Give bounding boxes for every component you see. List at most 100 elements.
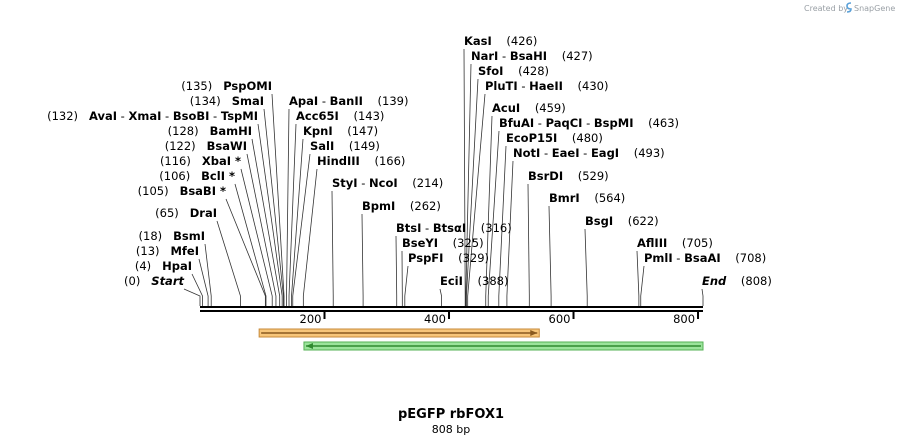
cut-line-start (183, 288, 201, 306)
site-position: (143) (353, 109, 384, 123)
enzyme-separator: - (579, 146, 590, 160)
enzyme-name: PluTI (485, 79, 518, 93)
enzyme-name: PspFI (408, 251, 443, 265)
enzyme-separator: - (540, 146, 551, 160)
cut-line-bpmi (361, 213, 364, 306)
site-position: (65) (155, 206, 179, 220)
site-label-bmri: BmrI (564) (549, 191, 625, 205)
enzyme-name: ApaI (289, 94, 318, 108)
site-position: (0) (124, 274, 140, 288)
cut-line-bsmi (204, 243, 212, 306)
site-position: (316) (481, 221, 512, 235)
site-position: (428) (518, 64, 549, 78)
enzyme-name: EcoP15I (506, 131, 557, 145)
site-position: (122) (165, 139, 196, 153)
site-label-end: End (808) (702, 274, 772, 288)
spacer (169, 184, 180, 198)
enzyme-name: BmrI (549, 191, 580, 205)
cut-line-bfuai (487, 130, 500, 306)
cut-line-avai (257, 123, 283, 306)
cut-line-drai (216, 220, 241, 306)
enzyme-name: SmaI (232, 94, 264, 108)
cut-line-ecop15i (498, 145, 507, 306)
enzyme-name: TspMI (221, 109, 258, 123)
spacer (580, 191, 595, 205)
enzyme-separator: - (318, 94, 329, 108)
spacer (179, 206, 190, 220)
spacer (160, 244, 171, 258)
enzyme-name: SalI (310, 139, 334, 153)
plasmid-size: 808 bp (432, 423, 470, 436)
credit-brand: SnapGene (854, 4, 895, 13)
enzyme-name: KasI (464, 34, 492, 48)
site-position: (139) (378, 94, 409, 108)
site-label-bsgi: BsgI (622) (585, 214, 659, 228)
axis-tick-mark (323, 312, 326, 319)
site-label-bpmi: BpmI (262) (362, 199, 441, 213)
enzyme-name: BsaBI * (180, 184, 226, 198)
enzyme-separator: - (534, 116, 545, 130)
site-label-styi: StyI - NcoI (214) (332, 176, 443, 190)
site-label-avai: (132) AvaI - XmaI - BsoBI - TspMI (47, 109, 258, 123)
enzyme-name: HindIII (317, 154, 360, 168)
cut-line-afliii (636, 250, 640, 306)
enzyme-name: BtsαI (433, 221, 466, 235)
backbone-top-strand (200, 306, 703, 308)
site-label-bsmi: (18) BsmI (139, 229, 205, 243)
enzyme-name: Acc65I (296, 109, 339, 123)
orange-feature-arrow (258, 328, 540, 338)
site-position: (459) (535, 101, 566, 115)
cut-line-pspfi (404, 265, 409, 306)
site-position: (430) (578, 79, 609, 93)
enzyme-separator: - (673, 251, 684, 265)
enzyme-name: NarI (471, 49, 498, 63)
spacer (563, 169, 578, 183)
position-axis: 200 400 600 800 (300, 312, 700, 326)
site-label-drai: (65) DraI (155, 206, 217, 220)
spacer (520, 101, 535, 115)
site-label-afliii: AflIII (705) (637, 236, 713, 250)
spacer (547, 49, 562, 63)
cut-line-end (701, 288, 704, 306)
enzyme-name: BsoBI (173, 109, 210, 123)
site-position: (134) (190, 94, 221, 108)
plasmid-name: pEGFP rbFOX1 (398, 407, 504, 422)
enzyme-labels: (0) Start(4) HpaI(13) MfeI(18) BsmI(65) … (47, 34, 772, 288)
spacer (360, 154, 375, 168)
enzyme-separator: - (209, 109, 220, 123)
enzyme-name: Start (151, 274, 184, 288)
axis-tick-mark (572, 312, 575, 319)
site-position: (622) (628, 214, 659, 228)
snapgene-credit: Created by SnapGene (804, 2, 895, 13)
credit-text: Created by (804, 4, 848, 13)
cut-line-sali (292, 153, 311, 306)
enzyme-name: EaeI (552, 146, 580, 160)
site-position: (18) (139, 229, 163, 243)
site-label-hindiii: HindIII (166) (317, 154, 405, 168)
site-label-kasi: KasI (426) (464, 34, 537, 48)
enzyme-name: StyI (332, 176, 358, 190)
site-position: (493) (634, 146, 665, 160)
spacer (339, 109, 354, 123)
spacer (398, 176, 413, 190)
site-position: (214) (412, 176, 443, 190)
enzyme-separator: - (421, 221, 432, 235)
site-position: (564) (594, 191, 625, 205)
enzyme-name: PspOMI (223, 79, 272, 93)
enzyme-name: EagI (591, 146, 619, 160)
enzyme-name: KpnI (303, 124, 333, 138)
enzyme-name: NcoI (369, 176, 398, 190)
enzyme-name: BanII (330, 94, 363, 108)
cut-line-pluti (467, 93, 486, 306)
site-label-pspomi: (135) PspOMI (181, 79, 272, 93)
spacer (333, 124, 348, 138)
enzyme-separator: - (498, 49, 509, 63)
spacer (78, 109, 89, 123)
spacer (503, 64, 518, 78)
enzyme-name: BclI * (201, 169, 235, 183)
enzyme-name: AcuI (492, 101, 520, 115)
site-position: (4) (135, 259, 151, 273)
site-label-bfuai: BfuAI - PaqCI - BspMI (463) (499, 116, 679, 130)
spacer (196, 139, 207, 153)
cut-line-bsrdi (527, 183, 530, 306)
